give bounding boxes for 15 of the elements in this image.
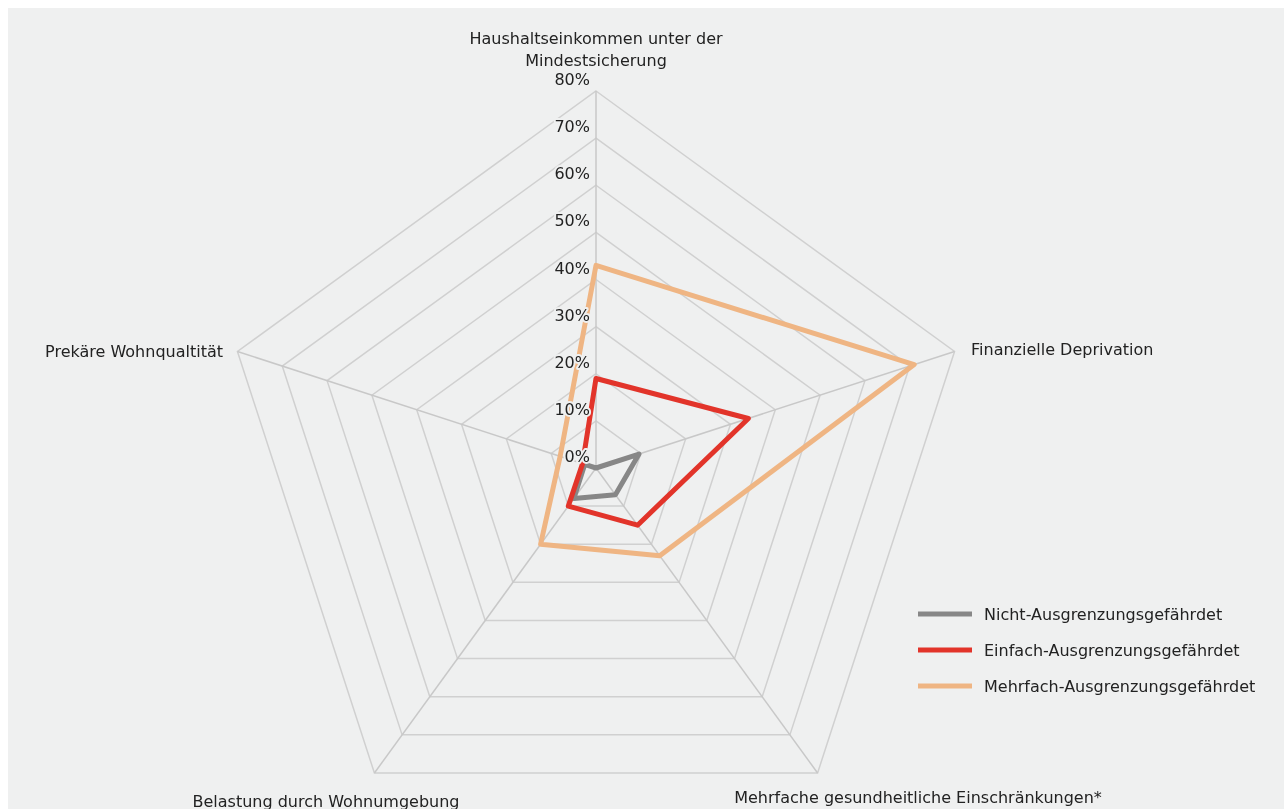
legend-label: Nicht-Ausgrenzungsgefährdet [984,605,1223,624]
y-tick-label: 50% [554,211,590,231]
y-tick-label: 70% [554,117,590,137]
y-tick-label: 80% [554,70,590,89]
y-tick-label: 30% [554,305,590,325]
y-tick-label: 40% [554,258,590,278]
y-tick-label: 10% [554,399,590,419]
spoke-label: Finanzielle Deprivation [971,340,1154,359]
y-tick-label: 60% [554,164,590,184]
legend-label: Einfach-Ausgrenzungsgefährdet [984,641,1240,660]
legend-label: Mehrfach-Ausgrenzungsgefährdet [984,677,1256,696]
spoke-label: Prekäre Wohnqualtität [45,342,223,361]
spoke-label: Haushaltseinkommen unter der Mindestsicherung [469,29,723,70]
spoke-label: Mehrfache gesundheitliche Einschränkungen* [734,788,1102,807]
y-tick-label: 20% [554,352,590,372]
